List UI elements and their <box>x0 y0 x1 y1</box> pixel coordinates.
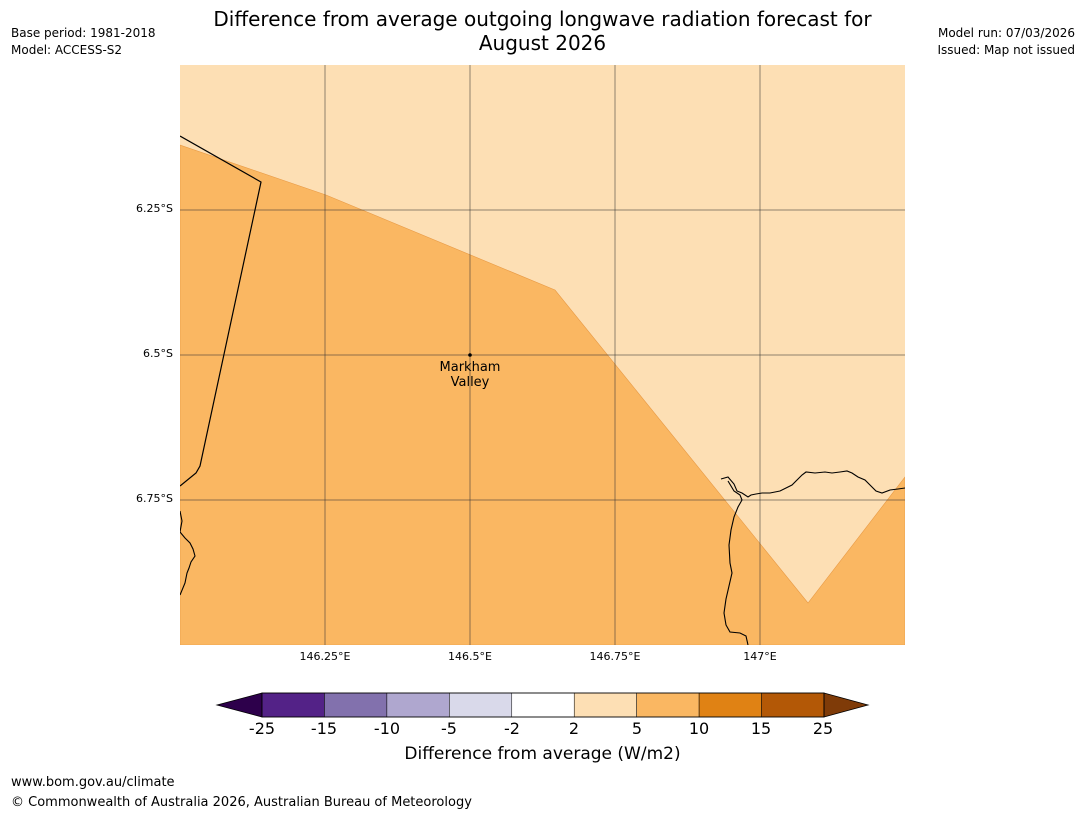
colorbar-tick: 2 <box>568 719 580 738</box>
colorbar-segment <box>636 692 700 718</box>
base-period-text: Base period: 1981-2018 <box>11 26 156 40</box>
lat-label-6-75: 6.75°S <box>136 492 173 505</box>
colorbar-tick: 5 <box>631 719 643 738</box>
issued-text: Issued: Map not issued <box>937 43 1075 57</box>
lon-label-146-25: 146.25°E <box>299 650 351 663</box>
footer-url[interactable]: www.bom.gov.au/climate <box>11 775 175 790</box>
place-name-line-1: Markham <box>439 360 501 375</box>
colorbar-tick: -10 <box>373 719 401 738</box>
meta-right: Model run: 07/03/2026 Issued: Map not is… <box>937 25 1075 59</box>
colorbar-segment <box>449 692 513 718</box>
colorbar-segment <box>261 692 325 718</box>
coastline-south <box>723 480 749 645</box>
colorbar-tick: -5 <box>441 719 457 738</box>
lon-label-146-75: 146.75°E <box>589 650 641 663</box>
colorbar-under-arrow <box>215 692 263 718</box>
map-svg <box>180 65 905 645</box>
colorbar-tick: 10 <box>688 719 710 738</box>
colorbar-segment <box>324 692 388 718</box>
colorbar-tick: -25 <box>248 719 276 738</box>
place-name-line-2: Valley <box>450 375 490 390</box>
model-run-text: Model run: 07/03/2026 <box>937 26 1075 40</box>
colorbar-segment <box>698 692 762 718</box>
colorbar-segments <box>261 692 825 718</box>
map-area <box>180 65 905 645</box>
place-label-markham-valley: Markham Valley <box>410 360 530 390</box>
model-text: Model: ACCESS-S2 <box>11 43 123 57</box>
place-marker <box>468 353 472 357</box>
colorbar-outline <box>261 692 825 718</box>
chart-title-line-2: August 2026 <box>478 31 607 55</box>
province-boundary <box>180 135 262 487</box>
chart-title-line-1: Difference from average outgoing longwav… <box>213 7 872 31</box>
graticule <box>180 65 905 645</box>
colorbar-label: Difference from average (W/m2) <box>404 744 681 764</box>
colorbar-segment <box>761 692 825 718</box>
lon-label-147: 147°E <box>743 650 777 663</box>
lon-label-146-5: 146.5°E <box>448 650 492 663</box>
lat-label-6-25: 6.25°S <box>136 202 173 215</box>
chart-title: Difference from average outgoing longwav… <box>0 7 1085 55</box>
coastline-west <box>180 510 196 596</box>
colorbar-over-arrow <box>823 692 870 718</box>
colorbar-segment <box>573 692 637 718</box>
anomaly-region-5-to-10 <box>180 144 905 645</box>
colorbar-tick: -2 <box>504 719 520 738</box>
meta-left: Base period: 1981-2018 Model: ACCESS-S2 <box>11 25 156 59</box>
colorbar-tick: 25 <box>812 719 834 738</box>
footer-copyright: © Commonwealth of Australia 2026, Austra… <box>11 795 472 810</box>
lat-label-6-5: 6.5°S <box>143 347 173 360</box>
colorbar-tick: -15 <box>310 719 338 738</box>
coastline-huon-gulf <box>720 470 905 498</box>
colorbar-tick: 15 <box>750 719 772 738</box>
colorbar <box>215 692 870 718</box>
colorbar-segment <box>386 692 450 718</box>
colorbar-segment <box>511 692 575 718</box>
